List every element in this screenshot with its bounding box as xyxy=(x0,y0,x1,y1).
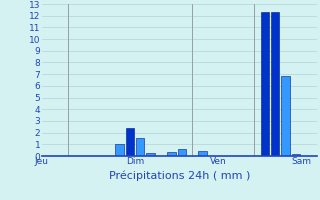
X-axis label: Précipitations 24h ( mm ): Précipitations 24h ( mm ) xyxy=(108,171,250,181)
Bar xyxy=(147,153,155,156)
Bar xyxy=(282,76,290,156)
Bar xyxy=(167,152,176,156)
Bar xyxy=(115,144,124,156)
Bar xyxy=(271,12,279,156)
Bar xyxy=(126,128,134,156)
Bar xyxy=(136,138,144,156)
Bar xyxy=(198,151,207,156)
Bar xyxy=(292,154,300,156)
Bar xyxy=(261,12,269,156)
Bar xyxy=(178,149,186,156)
